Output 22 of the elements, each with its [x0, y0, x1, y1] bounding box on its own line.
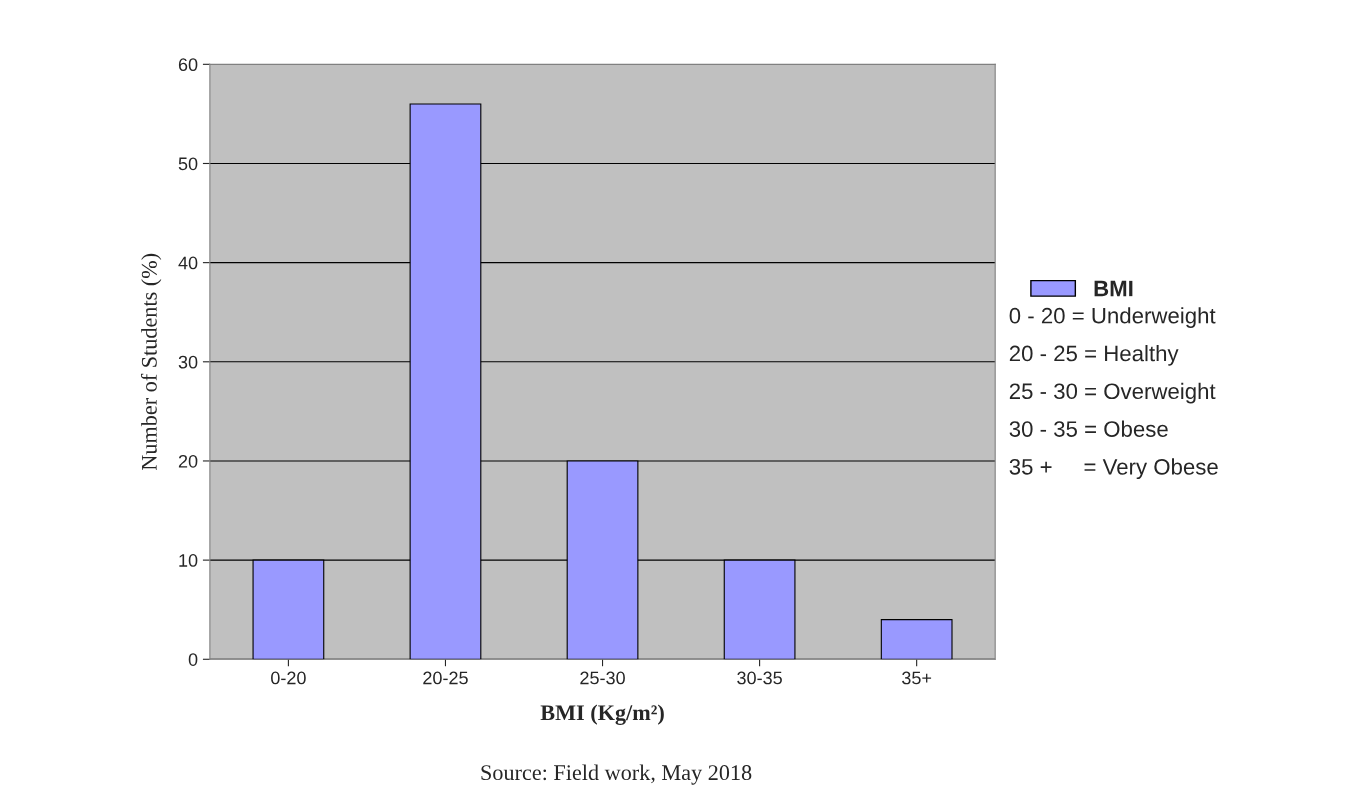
y-tick-label: 50	[178, 157, 198, 171]
y-tick-label: 30	[178, 355, 198, 369]
y-tick-label: 20	[178, 454, 198, 468]
text: 35 + = Very Obese	[1009, 458, 1218, 480]
source-note: Source: Field work, May 2018	[481, 764, 752, 785]
y-tick-label: 40	[178, 256, 198, 270]
text: 20 - 25 = Healthy	[1009, 345, 1179, 366]
text: 25 - 30 = Overweight	[1009, 382, 1216, 404]
x-tick-label: 30-35	[737, 671, 782, 685]
y-axis-title: Number of Students (%)	[140, 253, 162, 471]
legend-label: BMI	[1094, 280, 1133, 297]
x-tick-label: 20-25	[423, 671, 468, 685]
x-axis-title: BMI (Kg/m²)	[540, 704, 664, 725]
y-tick-label: 0	[188, 653, 198, 666]
text: 30 - 35 = Obese	[1009, 420, 1168, 437]
bar	[880, 619, 953, 660]
x-tick-label: 25-30	[580, 671, 625, 685]
y-tick-label: 10	[179, 554, 198, 567]
y-tick-label: 60	[178, 58, 198, 72]
text: 0 - 20 = Underweight	[1009, 307, 1216, 328]
x-tick-label: 0-20	[271, 671, 306, 685]
x-tick-label: 35+	[902, 671, 932, 685]
